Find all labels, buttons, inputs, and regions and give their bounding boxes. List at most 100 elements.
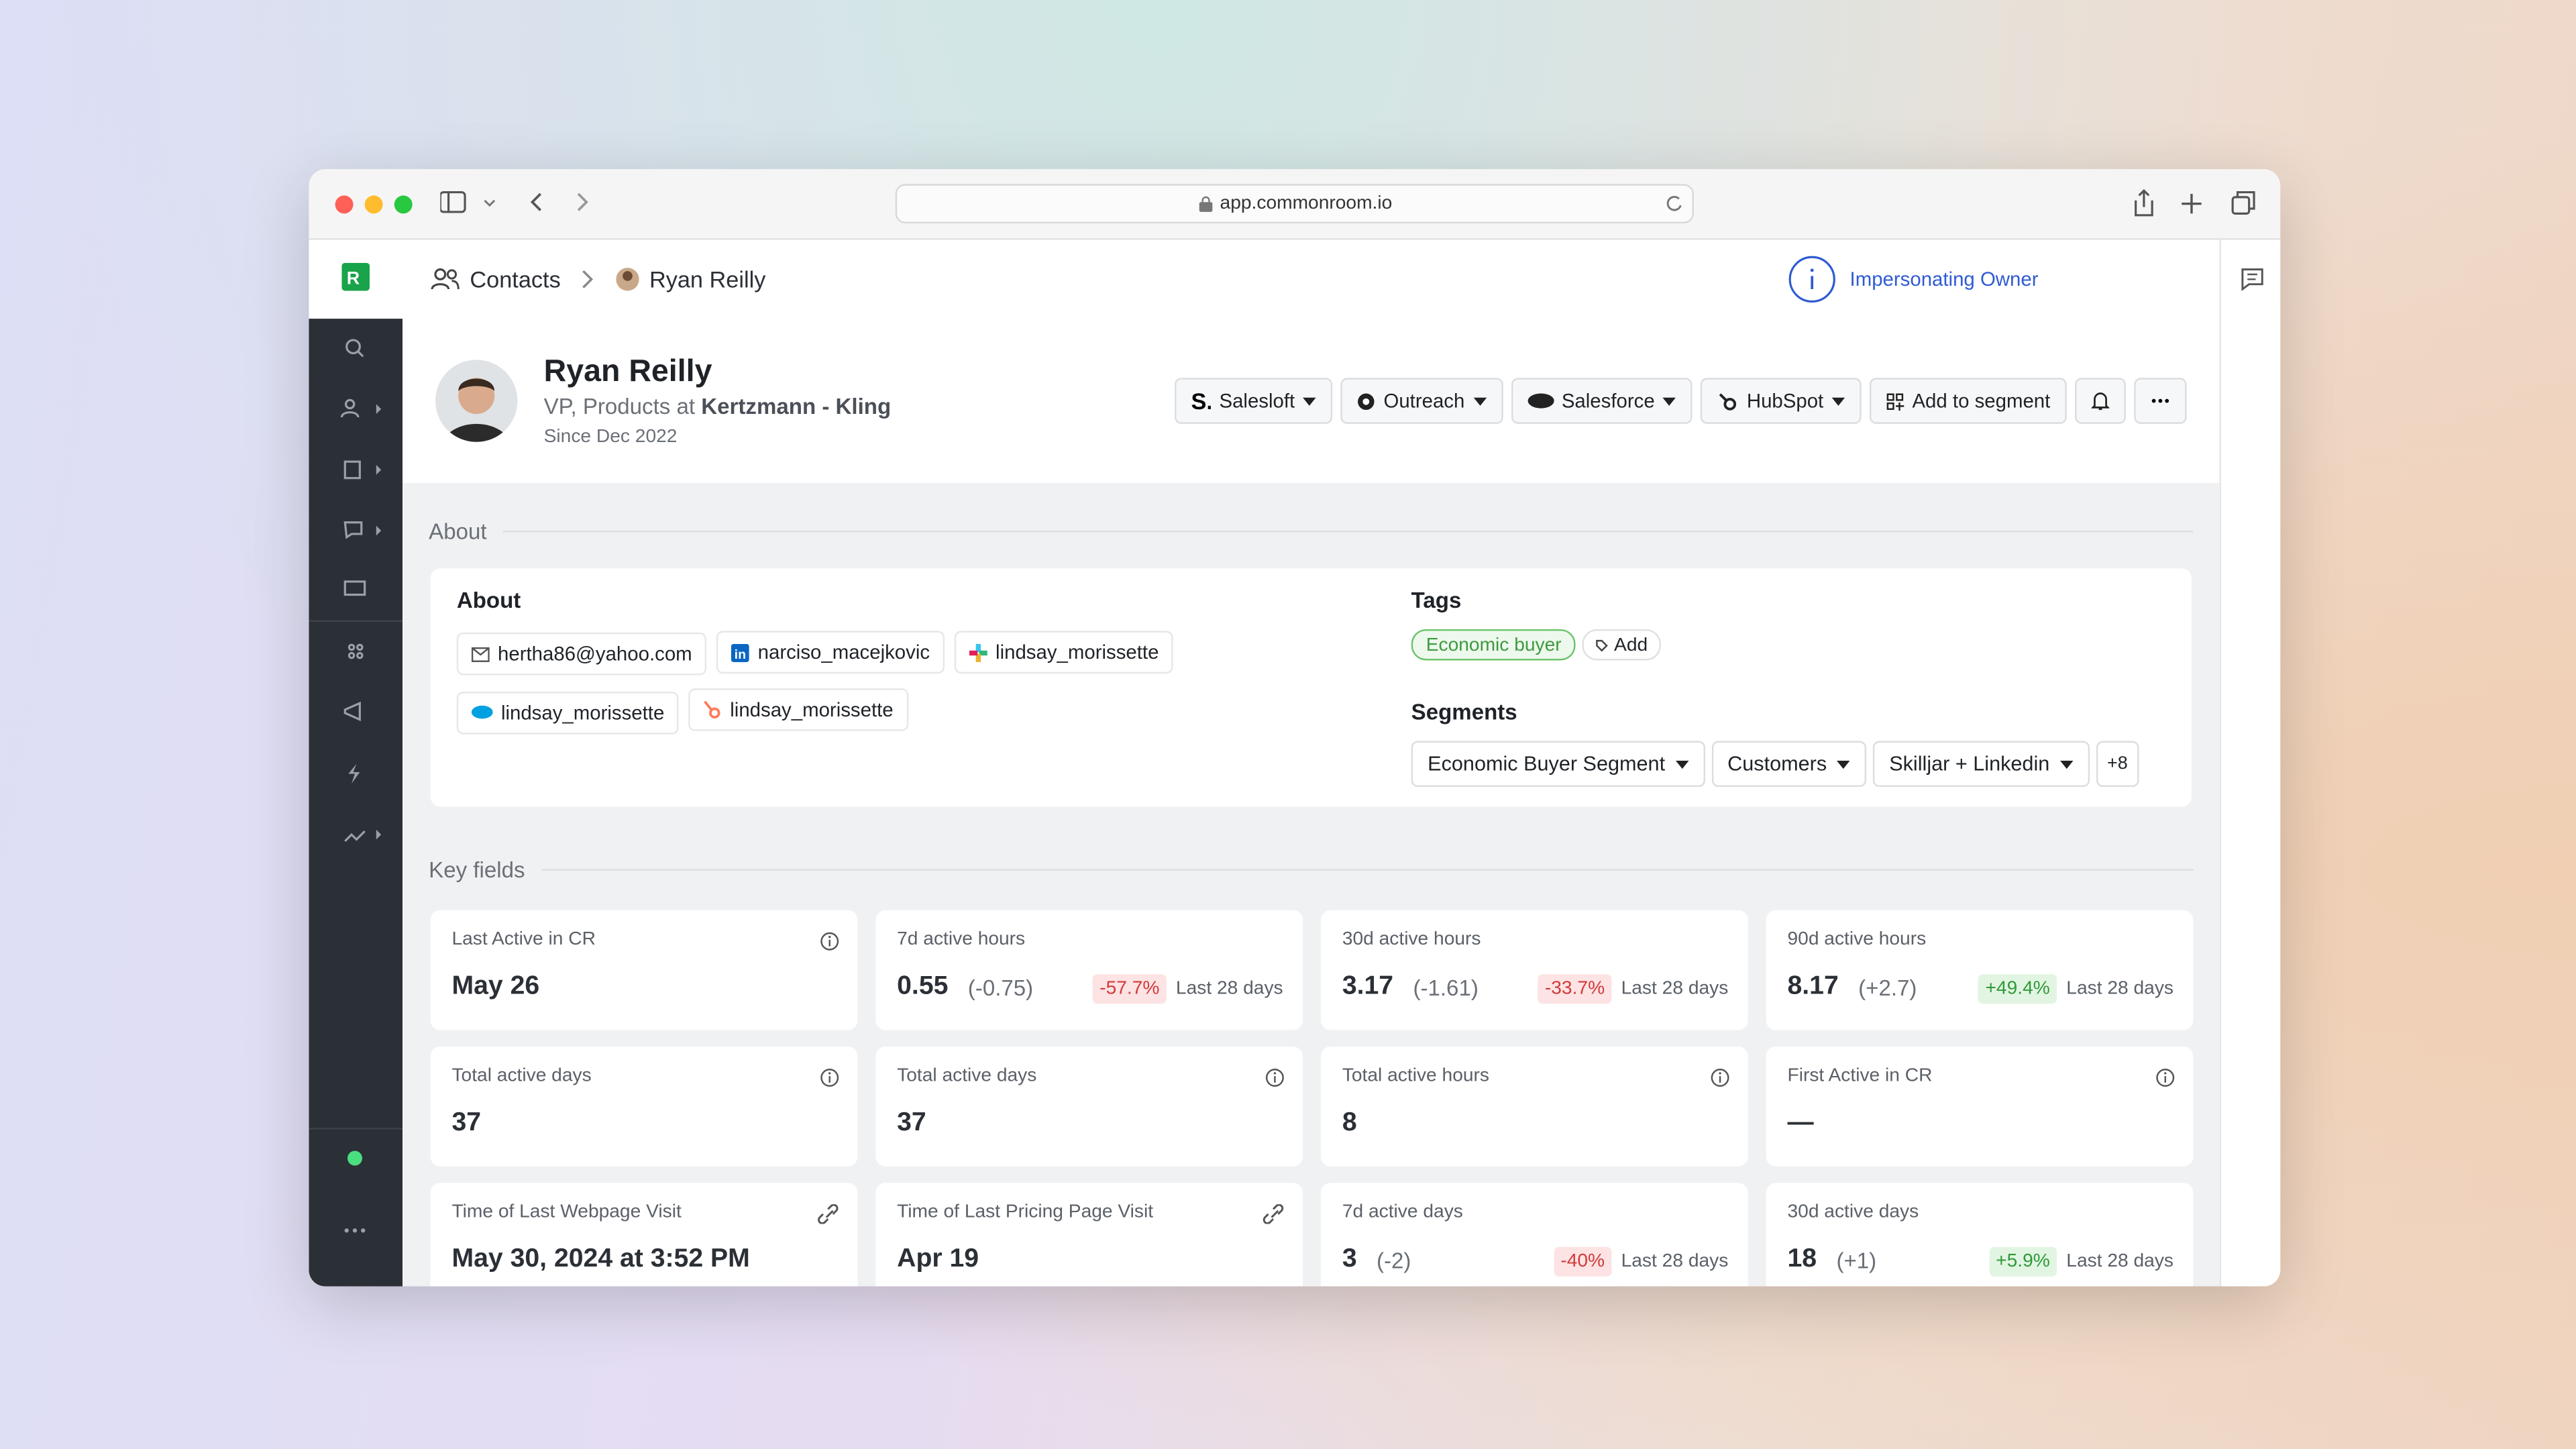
browser-toolbar: app.commonroom.io	[309, 169, 2281, 240]
address-bar[interactable]: app.commonroom.io	[895, 184, 1694, 224]
icon	[1527, 392, 1554, 409]
about-heading: About	[429, 519, 2193, 544]
company[interactable]: Kertzmann - Kling	[701, 394, 892, 419]
field-label: Time of Last Pricing Page Visit	[897, 1202, 1154, 1223]
action-label: Salesloft	[1219, 389, 1295, 413]
segment[interactable]: Economic Buyer Segment	[1411, 741, 1705, 788]
role: VP, Products at	[543, 394, 696, 419]
action-button[interactable]: Salesforce	[1510, 378, 1693, 424]
icon	[1303, 396, 1317, 405]
field-value: 37	[897, 1109, 926, 1138]
segment[interactable]: Customers	[1711, 741, 1866, 788]
value: Apr 19	[897, 1245, 979, 1273]
minimize-button[interactable]	[364, 195, 383, 214]
change: +49.4% Last 28 days	[1978, 974, 2174, 1004]
identities: hertha86@yahoo.com in narciso_macejkovic li…	[456, 631, 1246, 747]
key-field: 7d active hours 0.55 (-0.75) -57.7% Last 28 …	[875, 910, 1303, 1030]
icon: in	[731, 643, 750, 661]
about-card: About hertha86@yahoo.com in narciso_macejk…	[430, 568, 2192, 807]
field-label: 30d active hours	[1342, 930, 1481, 950]
value: 8	[1342, 1109, 1357, 1137]
action-button[interactable]: Outreach	[1340, 378, 1503, 424]
field-label: 7d active hours	[897, 930, 1026, 950]
segments-title: Segments	[1411, 700, 1517, 725]
value: 37	[897, 1109, 926, 1137]
crumb-contacts[interactable]: Contacts	[470, 266, 561, 292]
field-icon[interactable]	[816, 1203, 839, 1232]
period: Last 28 days	[1621, 979, 1729, 999]
action-label: Salesforce	[1561, 389, 1655, 413]
icon	[471, 646, 490, 661]
icon	[471, 705, 493, 720]
value: May 30, 2024 at 3:52 PM	[451, 1245, 750, 1273]
contact-role: VP, Products at Kertzmann - Kling	[544, 394, 892, 419]
change: -57.7% Last 28 days	[1093, 974, 1283, 1004]
close-button[interactable]	[335, 195, 354, 214]
identity-chip[interactable]: lindsay_morissette	[954, 631, 1174, 674]
sidebar-icons[interactable]	[309, 319, 403, 1286]
breadcrumb: Contacts Ryan Reilly	[431, 240, 766, 319]
nav-icons[interactable]	[440, 191, 933, 217]
logo[interactable]: R	[341, 262, 370, 296]
svg-text:R: R	[347, 268, 360, 288]
period: Last 28 days	[2066, 1252, 2174, 1272]
icon	[1674, 759, 1688, 768]
field-label: 7d active days	[1342, 1202, 1463, 1223]
zoom-button[interactable]	[394, 195, 413, 214]
about-heading-text: About	[429, 519, 487, 544]
identity-chip[interactable]: in narciso_macejkovic	[716, 631, 945, 674]
identity-label: lindsay_morissette	[996, 641, 1159, 664]
field-value: 3 (-2)	[1342, 1245, 1411, 1275]
icon	[1596, 638, 1609, 651]
period: Last 28 days	[1621, 1252, 1729, 1272]
key-field: Total active days 37	[875, 1046, 1303, 1167]
browser-window: app.commonroom.io R Contacts Ryan Reilly…	[309, 169, 2281, 1287]
identity-label: hertha86@yahoo.com	[498, 642, 692, 665]
icon	[2151, 398, 2170, 405]
change-pct: +49.4%	[1978, 974, 2057, 1004]
tags: Economic buyer Add	[1411, 629, 1661, 661]
identity-label: lindsay_morissette	[500, 700, 665, 724]
field-label: Total active days	[451, 1066, 592, 1086]
field-value: 0.55 (-0.75)	[897, 973, 1033, 1002]
segment-label: Skilljar + Linkedin	[1889, 752, 2050, 775]
icon	[1831, 396, 1845, 405]
impersonation-label: Impersonating Owner	[1849, 268, 2039, 291]
change-pct: +5.9%	[1989, 1246, 2057, 1277]
tags-title: Tags	[1411, 588, 1462, 613]
actions: S. Salesloft Outreach Salesforce HubSpot Add …	[1175, 378, 2187, 424]
action-button[interactable]: HubSpot	[1701, 378, 1862, 424]
change: +5.9% Last 28 days	[1989, 1246, 2174, 1277]
segment-label: Economic Buyer Segment	[1428, 752, 1666, 775]
field-label: Last Active in CR	[451, 930, 596, 950]
field-icon	[820, 930, 839, 959]
action-button[interactable]: Add to segment	[1869, 378, 2067, 424]
identity-chip[interactable]: hertha86@yahoo.com	[456, 632, 707, 676]
action-button[interactable]: S. Salesloft	[1175, 378, 1333, 424]
field-label: 30d active days	[1787, 1202, 1919, 1223]
field-label: Time of Last Webpage Visit	[451, 1202, 682, 1223]
svg-text:S.: S.	[1191, 389, 1211, 412]
icon	[1662, 396, 1676, 405]
segments: Economic Buyer Segment Customers Skilljar …	[1411, 741, 2146, 788]
impersonation[interactable]: Impersonating Owner	[1787, 255, 2039, 304]
more-button[interactable]	[2134, 378, 2187, 424]
segment[interactable]: Skilljar + Linkedin	[1872, 741, 2090, 788]
field-icon	[2155, 1066, 2175, 1095]
crumb-contact: Ryan Reilly	[649, 266, 766, 292]
tag[interactable]: Economic buyer	[1411, 629, 1576, 661]
identity-chip[interactable]: lindsay_morissette	[456, 690, 680, 734]
key-field: Total active hours 8	[1320, 1046, 1748, 1167]
about-title: About	[456, 588, 521, 613]
value: 3	[1342, 1245, 1357, 1273]
delta: (+1)	[1836, 1248, 1877, 1273]
add-tag[interactable]: Add	[1582, 629, 1661, 661]
comments-icon[interactable]	[2241, 268, 2263, 291]
identity-chip[interactable]: lindsay_morissette	[689, 688, 908, 731]
window-actions[interactable]	[2129, 189, 2261, 219]
more-segments[interactable]: +8	[2095, 741, 2139, 788]
notify-button[interactable]	[2075, 378, 2126, 424]
field-icon[interactable]	[1262, 1203, 1285, 1232]
field-value: 8.17 (+2.7)	[1787, 973, 1917, 1002]
